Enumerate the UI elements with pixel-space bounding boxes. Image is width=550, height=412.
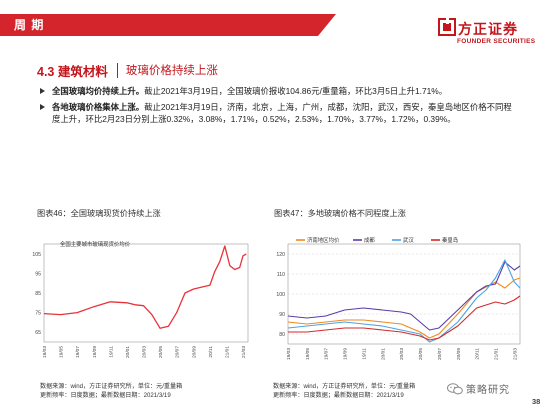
x-tick-label: 20/11 xyxy=(475,348,481,360)
x-tick-label: 20/03 xyxy=(399,348,405,360)
x-tick-label: 19/09 xyxy=(92,346,98,358)
y-tick-label: 65 xyxy=(35,330,41,336)
figure-47-source: 数据来源：wind，方正证券研究所，单位：元/重量箱 更新频率：日度数据；最新数… xyxy=(273,382,415,400)
figure-46-title: 图表46：全国玻璃现货价持续上涨 xyxy=(37,209,161,218)
y-tick-label: 75 xyxy=(35,311,41,317)
x-tick-label: 19/03 xyxy=(42,346,48,358)
header-banner-tail xyxy=(318,14,336,36)
x-tick-label: 19/11 xyxy=(108,346,114,358)
legend-label: 济南地区均价 xyxy=(307,236,340,244)
bullet-item: 全国玻璃均价持续上升。截止2021年3月19日，全国玻璃价报收104.86元/重… xyxy=(40,85,518,97)
series-line xyxy=(288,295,521,341)
y-tick-label: 120 xyxy=(276,252,285,258)
series-line xyxy=(287,277,521,339)
legend-label: 武汉 xyxy=(403,236,414,244)
update-line: 更新频率：日度数据；最新数据日期：2021/3/19 xyxy=(40,392,171,399)
header-banner xyxy=(0,14,318,36)
section-number: 4.3 建筑材料 xyxy=(37,64,108,79)
x-tick-label: 19/07 xyxy=(324,348,330,360)
y-tick-label: 90 xyxy=(279,312,285,318)
source-line: 数据来源：wind，方正证券研究所，单位：元/重量箱 xyxy=(40,383,183,390)
chart-inner-title: 全国主要城市玻璃现货价均价 xyxy=(60,240,131,248)
x-tick-label: 20/07 xyxy=(437,348,443,360)
x-tick-label: 20/11 xyxy=(208,346,214,358)
source-line: 数据来源：wind，方正证券研究所，单位：元/重量箱 xyxy=(273,383,416,390)
section-subtitle: 玻璃价格持续上涨 xyxy=(125,65,218,77)
x-tick-label: 21/01 xyxy=(493,348,499,360)
x-tick-label: 20/07 xyxy=(175,346,181,358)
series-line xyxy=(43,245,247,329)
wechat-icon xyxy=(447,382,463,394)
x-tick-label: 20/01 xyxy=(380,348,386,360)
legend-label: 秦皇岛 xyxy=(442,236,458,244)
page-number: 38 xyxy=(532,397,541,406)
logo-chinese-name: 方正证券 xyxy=(458,21,518,37)
x-tick-label: 21/03 xyxy=(512,348,518,360)
bullet-text: 截止2021年3月19日，全国玻璃价报收104.86元/重量箱，环比3月5日上升… xyxy=(144,86,448,96)
y-tick-label: 95 xyxy=(35,271,41,277)
section-divider xyxy=(116,62,118,78)
y-tick-label: 80 xyxy=(279,332,285,338)
x-tick-label: 20/05 xyxy=(158,346,164,358)
series-line xyxy=(287,259,521,343)
x-tick-label: 19/03 xyxy=(286,348,292,360)
x-tick-label: 20/09 xyxy=(191,346,197,358)
legend-label: 成都 xyxy=(364,236,375,244)
bullet-lead: 各地玻璃价格集体上涨。 xyxy=(52,102,145,113)
bullet-lead: 全国玻璃均价持续上升。 xyxy=(52,86,145,96)
section-heading: 4.3 建筑材料 玻璃价格持续上涨 xyxy=(37,61,218,79)
wechat-watermark: 策略研究 xyxy=(447,381,510,396)
series-line xyxy=(287,261,521,331)
x-tick-label: 21/03 xyxy=(241,346,247,358)
update-line: 更新频率：日度数据；最新数据日期：2021/3/19 xyxy=(273,392,404,399)
x-tick-label: 20/03 xyxy=(142,346,148,358)
x-tick-label: 20/05 xyxy=(418,348,424,360)
bullet-item: 各地玻璃价格集体上涨。截止2021年3月19日，济南，北京，上海，广州，成都，沈… xyxy=(40,101,518,125)
x-tick-label: 19/09 xyxy=(343,348,349,360)
x-tick-label: 19/07 xyxy=(75,346,81,358)
y-tick-label: 110 xyxy=(277,272,285,278)
bullet-text: 截止2021年3月19日，济南，北京，上海，广州，成都，沈阳，武汉，西安，秦皇岛… xyxy=(52,102,512,125)
header-title: 周 期 xyxy=(14,18,45,32)
bullet-arrow-icon xyxy=(40,88,45,94)
y-tick-label: 85 xyxy=(35,291,41,297)
y-tick-label: 100 xyxy=(276,292,285,298)
plot-frame xyxy=(43,243,249,343)
watermark-text: 策略研究 xyxy=(466,385,510,396)
company-logo: 方正证券 FOUNDER SECURITIES xyxy=(438,18,546,48)
figure-47-title: 图表47：多地玻璃价格不同程度上涨 xyxy=(274,209,406,218)
bullet-arrow-icon xyxy=(40,104,45,111)
x-tick-label: 19/05 xyxy=(305,348,311,360)
y-tick-label: 105 xyxy=(32,252,41,258)
x-tick-label: 21/01 xyxy=(224,346,230,358)
national-glass-price-chart: 65 75 85 95 105 19/03 19/05 19/07 19/09 19/11 20/0… xyxy=(32,240,249,358)
regional-glass-price-chart: 80 90 100 110 120 19/03 19/05 19/07 19/09 19/11 20… xyxy=(276,236,521,360)
figure-46-source: 数据来源：wind，方正证券研究所，单位：元/重量箱 更新频率：日度数据；最新数… xyxy=(40,382,182,400)
x-tick-label: 20/09 xyxy=(456,348,462,360)
founder-logo-icon xyxy=(438,18,456,36)
bullet-list: 全国玻璃均价持续上升。截止2021年3月19日，全国玻璃价报收104.86元/重… xyxy=(40,85,518,130)
x-tick-label: 19/11 xyxy=(361,348,367,360)
x-tick-label: 20/01 xyxy=(125,346,131,358)
x-tick-label: 19/05 xyxy=(59,346,65,358)
logo-english-name: FOUNDER SECURITIES xyxy=(457,38,536,45)
